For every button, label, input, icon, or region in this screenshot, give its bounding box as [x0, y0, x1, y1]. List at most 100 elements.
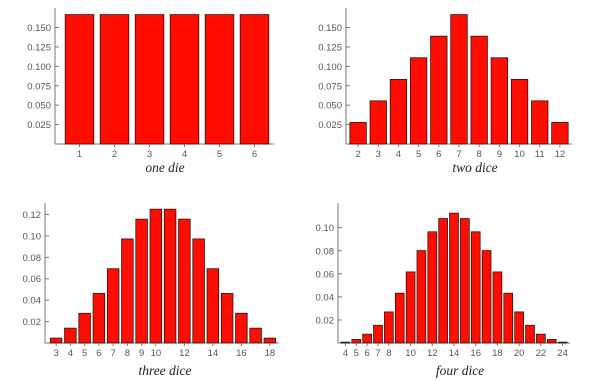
chart-caption: two dice [452, 160, 497, 175]
y-tick-label: 0.100 [318, 62, 342, 73]
chart-four-dice: 0.02 0.04 0.06 0.08 0.10 4 5 6 7 8 10 12 14 16 18 20 22 2… [300, 195, 600, 381]
bar [450, 14, 468, 145]
x-tick-label: 14 [449, 348, 460, 359]
y-tick-label: 0.050 [27, 101, 51, 112]
bar [449, 212, 459, 344]
x-tick-label: 12 [555, 149, 566, 160]
bar [163, 208, 177, 344]
x-tick-label: 9 [139, 348, 144, 359]
x-tick-label: 5 [416, 149, 421, 160]
chart-caption: four dice [436, 363, 484, 378]
bar [362, 333, 372, 344]
bar [546, 339, 557, 344]
bar [481, 250, 492, 344]
x-tick-label: 8 [386, 348, 391, 359]
bar [430, 35, 448, 145]
y-tick-label: 0.04 [316, 292, 335, 303]
y-tick-label: 0.150 [27, 23, 51, 34]
chart-svg: 0.025 0.050 0.075 0.100 0.125 0.150 1 2 3 4 5 6 one … [27, 8, 274, 175]
bar [490, 57, 508, 145]
x-tick-label: 5 [82, 348, 87, 359]
x-tick-label: 24 [557, 348, 568, 359]
bar [536, 333, 546, 344]
y-tick-label: 0.02 [316, 315, 335, 326]
bar [416, 250, 427, 344]
bar [169, 14, 200, 145]
y-tick-label: 0.100 [27, 62, 51, 73]
bar [351, 339, 362, 344]
bar [405, 271, 416, 344]
bar [510, 78, 529, 145]
bar [503, 292, 514, 344]
bar [206, 268, 220, 344]
x-tick-label: 6 [96, 348, 101, 359]
x-tick-label: 8 [477, 149, 482, 160]
bar [192, 238, 205, 344]
bar [64, 14, 95, 145]
y-tick-label: 0.06 [23, 274, 42, 285]
x-tick-label: 7 [375, 348, 380, 359]
y-tick-label: 0.075 [27, 81, 51, 92]
chart-two-dice: 0.025 0.050 0.075 0.100 0.125 0.150 2 3 4 5 6 7 8 9 10… [300, 0, 600, 185]
x-tick-label: 7 [110, 348, 115, 359]
bar [514, 311, 524, 344]
y-tick-label: 0.04 [23, 296, 42, 307]
y-tick-label: 0.06 [316, 269, 335, 280]
x-tick-label: 4 [182, 149, 187, 160]
x-tick-label: 12 [179, 348, 190, 359]
bar [178, 218, 191, 344]
bar [373, 324, 383, 344]
bar [135, 218, 148, 344]
x-tick-label: 18 [492, 348, 503, 359]
bar [470, 35, 488, 145]
bar [394, 292, 405, 344]
bar [64, 327, 77, 344]
x-tick-label: 16 [236, 348, 247, 359]
bar [134, 14, 165, 145]
bar [204, 14, 235, 145]
bar [427, 231, 438, 344]
bar [551, 122, 569, 145]
chart-caption: three dice [138, 363, 191, 378]
x-tick-label: 8 [125, 348, 130, 359]
x-tick-label: 4 [343, 348, 348, 359]
bar [121, 238, 134, 344]
y-tick-label: 0.08 [23, 253, 42, 264]
bar [149, 208, 163, 344]
x-tick-label: 10 [405, 348, 416, 359]
y-tick-label: 0.050 [318, 101, 342, 112]
chart-three-dice: 0.02 0.04 0.06 0.08 0.10 0.12 3 4 5 6 7 8 9 10 12 14 16 1… [0, 195, 290, 381]
bar [369, 100, 387, 145]
bar [249, 327, 262, 344]
x-tick-label: 5 [217, 149, 222, 160]
bar [99, 14, 130, 145]
chart-one-die: 0.025 0.050 0.075 0.100 0.125 0.150 1 2 3 4 5 6 one … [0, 0, 290, 185]
chart-svg: 0.02 0.04 0.06 0.08 0.10 4 5 6 7 8 10 12 14 16 18 20 22 2… [316, 203, 570, 378]
x-tick-label: 6 [364, 348, 369, 359]
x-tick-label: 20 [514, 348, 525, 359]
y-tick-label: 0.025 [27, 120, 51, 131]
bar [531, 100, 549, 145]
x-tick-label: 1 [77, 149, 82, 160]
x-tick-label: 16 [470, 348, 481, 359]
x-tick-label: 4 [68, 348, 73, 359]
bar [525, 324, 535, 344]
x-tick-label: 5 [354, 348, 359, 359]
x-tick-label: 6 [436, 149, 441, 160]
y-tick-label: 0.12 [23, 210, 42, 221]
y-tick-label: 0.08 [316, 246, 335, 257]
bar [410, 57, 428, 145]
bar [106, 268, 120, 344]
x-tick-label: 10 [151, 348, 162, 359]
bar [384, 311, 394, 344]
bar [235, 312, 248, 344]
y-tick-label: 0.125 [27, 42, 51, 53]
bar [349, 122, 367, 145]
y-tick-label: 0.10 [316, 223, 335, 234]
bar [492, 271, 503, 344]
x-tick-label: 3 [53, 348, 58, 359]
x-tick-label: 6 [252, 149, 257, 160]
bar [220, 293, 234, 344]
x-tick-label: 3 [376, 149, 381, 160]
bar [340, 341, 351, 344]
